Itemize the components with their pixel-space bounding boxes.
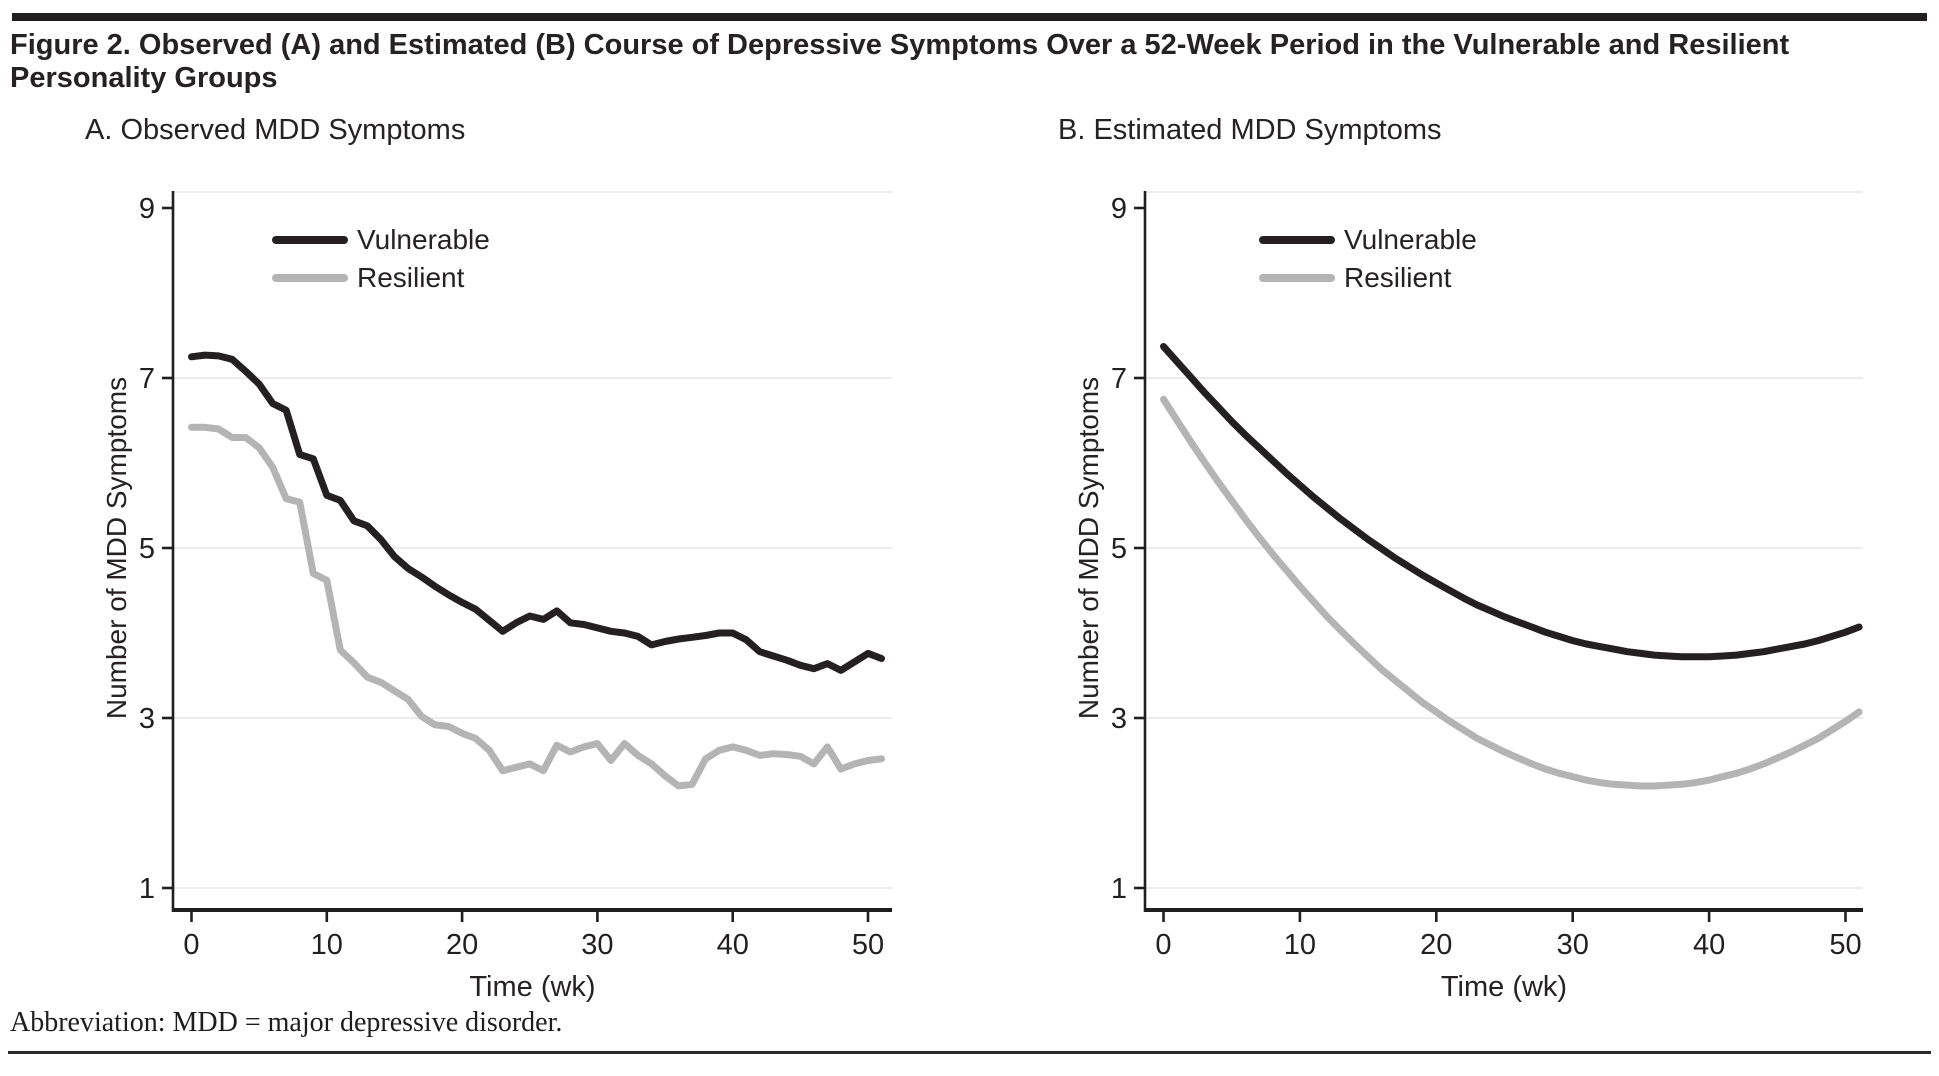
legend-swatch-resilient	[272, 274, 348, 282]
x-tick-label: 20	[1420, 929, 1452, 961]
y-tick-label: 5	[139, 533, 155, 565]
panel-b-y-axis-label: Number of MDD Symptoms	[1073, 376, 1104, 720]
x-tick-label: 10	[1284, 929, 1316, 961]
x-tick-label: 50	[852, 929, 884, 961]
x-tick-label: 10	[311, 929, 343, 961]
legend-label-vulnerable: Vulnerable	[1344, 224, 1477, 255]
x-tick-label: 30	[1557, 929, 1589, 961]
x-tick-label: 0	[183, 929, 199, 961]
y-tick-label: 5	[1111, 533, 1127, 565]
x-tick-label: 40	[717, 929, 749, 961]
legend-swatch-vulnerable	[272, 236, 348, 244]
y-tick-label: 7	[1111, 363, 1127, 395]
x-tick-label: 40	[1693, 929, 1725, 961]
panel-a-y-axis-label: Number of MDD Symptoms	[101, 376, 132, 720]
figure-title: Figure 2. Observed (A) and Estimated (B)…	[10, 29, 1790, 95]
abbreviation-note: Abbreviation: MDD = major depressive dis…	[10, 1007, 563, 1038]
x-tick-label: 50	[1829, 929, 1861, 961]
y-tick-label: 9	[139, 193, 155, 225]
legend-label-resilient: Resilient	[357, 262, 465, 293]
panel-a-x-axis-label: Time (wk)	[469, 971, 596, 1003]
y-tick-label: 3	[139, 703, 155, 735]
y-tick-label: 1	[139, 873, 155, 905]
top-rule	[12, 13, 1927, 21]
x-tick-label: 20	[446, 929, 478, 961]
panel-b-x-axis-label: Time (wk)	[1440, 971, 1568, 1003]
legend-label-vulnerable: Vulnerable	[357, 224, 490, 255]
y-tick-label: 1	[1111, 873, 1127, 905]
y-tick-label: 3	[1111, 703, 1127, 735]
panel-b-title: B. Estimated MDD Symptoms	[1058, 114, 1442, 146]
x-tick-label: 0	[1155, 929, 1171, 961]
y-tick-label: 7	[139, 363, 155, 395]
x-tick-label: 30	[581, 929, 613, 961]
y-tick-label: 9	[1111, 193, 1127, 225]
panel-a-title: A. Observed MDD Symptoms	[85, 114, 466, 146]
legend-swatch-resilient	[1259, 274, 1335, 282]
legend-swatch-vulnerable	[1259, 236, 1335, 244]
bottom-rule	[8, 1051, 1931, 1054]
legend-label-resilient: Resilient	[1344, 262, 1452, 293]
